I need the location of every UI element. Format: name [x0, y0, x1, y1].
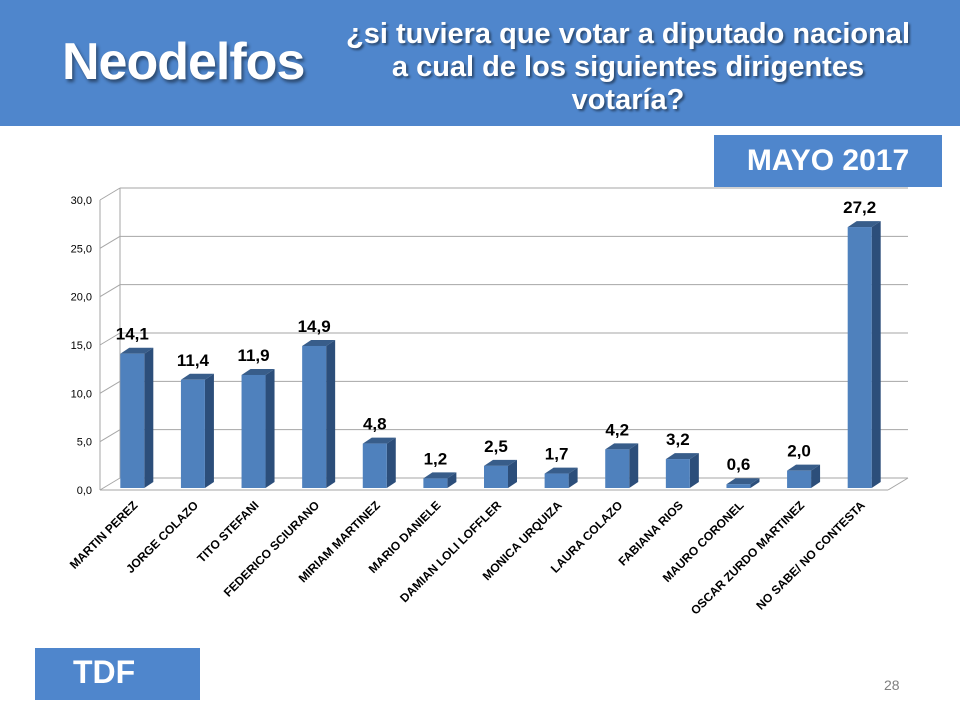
bar-side [871, 221, 881, 489]
bar-top [605, 443, 639, 450]
bar [726, 484, 751, 488]
bar-side [750, 478, 760, 488]
bar-side [508, 459, 517, 488]
y-tick-label: 15,0 [71, 340, 92, 352]
data-label: 1,2 [424, 449, 448, 468]
bar-top [787, 464, 821, 471]
bar [423, 478, 448, 488]
bar-top [665, 453, 699, 460]
bar [362, 443, 387, 488]
region-badge: TDF [35, 648, 200, 700]
data-label: 11,9 [237, 346, 269, 365]
data-label: 14,9 [298, 317, 331, 336]
bar-top [120, 347, 154, 354]
bar-top [302, 339, 336, 346]
bar [787, 470, 812, 488]
bar-top [544, 467, 578, 474]
y-tick-label: 20,0 [71, 292, 92, 304]
gridline-side [99, 332, 121, 346]
gridline-side [99, 380, 121, 394]
bar [484, 465, 508, 488]
bar [544, 473, 569, 488]
bar [120, 353, 145, 488]
brand-title: Neodelfos [62, 33, 305, 91]
bar [180, 379, 205, 488]
data-label: 2,5 [484, 437, 508, 456]
x-tick-label: FABIANA RIOS [616, 498, 686, 568]
bar [241, 374, 266, 488]
x-tick-label: DAMIAN LOLI LOFFLER [397, 498, 504, 605]
data-label: 11,4 [177, 351, 210, 370]
bar-top [423, 472, 457, 479]
gridline-side [99, 477, 121, 491]
y-tick-label: 30,0 [71, 195, 92, 207]
data-label: 0,6 [727, 455, 751, 474]
bar-top [847, 221, 881, 228]
bar [605, 449, 630, 488]
gridline-side [99, 187, 121, 201]
data-label: 27,2 [843, 198, 876, 217]
bar-side [326, 339, 336, 488]
date-badge: MAYO 2017 [714, 135, 942, 187]
data-label: 2,0 [787, 442, 811, 461]
bar-side [447, 472, 457, 488]
bar-side [568, 467, 578, 488]
bar-side [689, 453, 699, 488]
data-label: 1,7 [545, 445, 569, 464]
data-label: 3,2 [666, 430, 690, 449]
bar-side [204, 373, 214, 488]
page-number: 28 [884, 677, 900, 693]
bar-side [386, 437, 396, 488]
bar-top [726, 478, 760, 485]
gridline-side [99, 284, 121, 298]
bar-top [362, 437, 396, 444]
data-label: 4,8 [363, 415, 387, 434]
y-tick-label: 25,0 [71, 243, 92, 255]
gridline-side [99, 235, 121, 249]
y-tick-label: 5,0 [77, 437, 92, 449]
bar-side [629, 443, 639, 488]
bar-side [265, 368, 275, 488]
bar-side [811, 464, 821, 488]
data-label: 4,2 [605, 420, 629, 439]
bar-top [180, 373, 214, 380]
survey-question-line: votaría? [571, 84, 685, 116]
survey-question-line: ¿si tuviera que votar a diputado naciona… [346, 18, 910, 50]
bar [665, 459, 690, 488]
bar-top [484, 459, 517, 466]
bar-side [144, 347, 154, 488]
data-label: 14,1 [116, 325, 149, 344]
survey-question-line: a cual de los siguientes dirigentes [391, 51, 865, 83]
x-tick-label: TITO STEFANI [194, 498, 261, 565]
bar [302, 345, 327, 488]
y-tick-label: 10,0 [71, 388, 92, 400]
bar-top [241, 368, 275, 375]
x-tick-label: NO SABE/ NO CONTESTA [753, 498, 868, 613]
gridline-side [99, 429, 121, 443]
survey-question: ¿si tuviera que votar a diputado naciona… [322, 18, 934, 117]
header-banner: Neodelfos ¿si tuviera que votar a diputa… [0, 0, 960, 126]
y-tick-label: 0,0 [77, 485, 92, 497]
floor-edge [887, 477, 909, 491]
bar [847, 227, 872, 489]
x-tick-label: OSCAR ZURDO MARTINEZ [688, 498, 807, 617]
